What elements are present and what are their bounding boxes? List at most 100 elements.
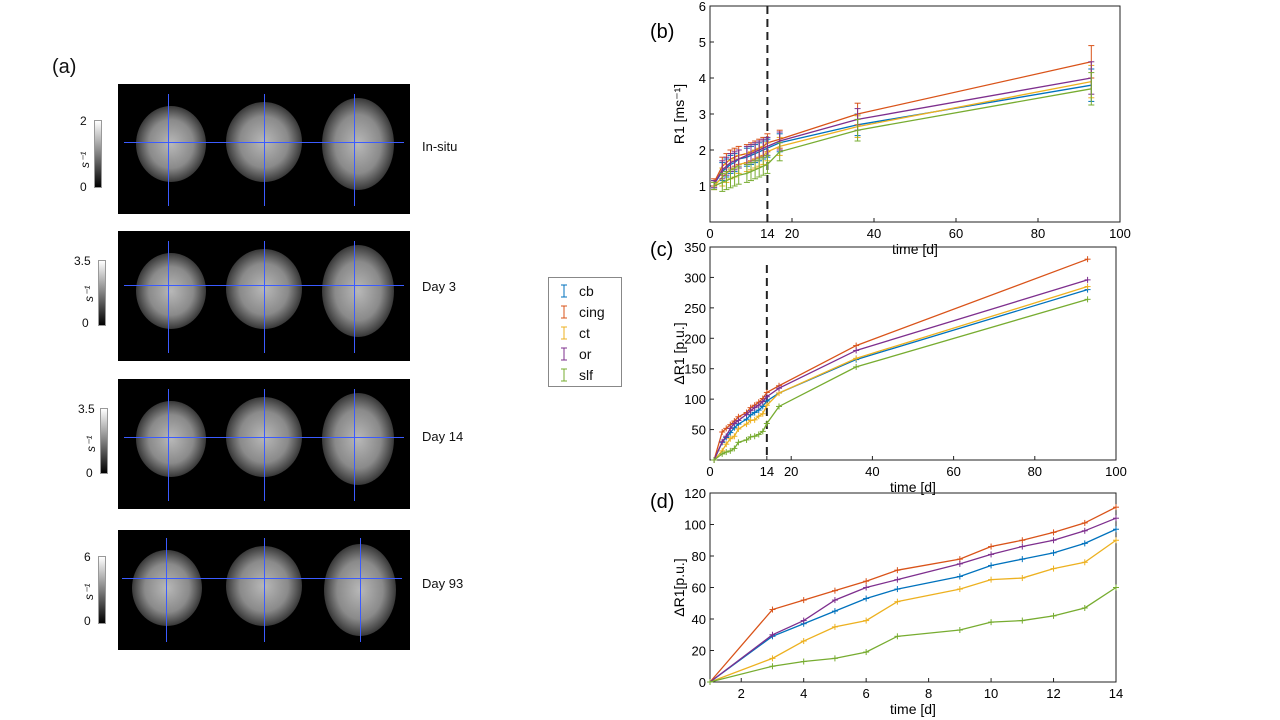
y-tick-label: 5 [699, 35, 706, 50]
legend: cb cing ct or slf [548, 277, 622, 387]
x-tick-label: 40 [867, 226, 881, 241]
legend-item-or: or [553, 344, 619, 364]
y-tick-label: 40 [692, 612, 706, 627]
x-tick-label: 20 [784, 464, 798, 479]
legend-swatch [557, 368, 571, 382]
colorbar [98, 556, 106, 624]
x-axis-label: time [d] [892, 241, 938, 257]
legend-label: cb [579, 283, 594, 299]
x-tick-label: 4 [800, 686, 807, 701]
y-tick-label: 1 [699, 179, 706, 194]
panel-a-label: (a) [52, 56, 77, 78]
row-label: Day 93 [422, 576, 464, 591]
row-label: Day 3 [422, 279, 456, 294]
x-tick-label: 14 [760, 226, 774, 241]
y-tick-label: 50 [692, 423, 706, 438]
x-tick-label: 80 [1031, 226, 1045, 241]
coronal-slice [132, 550, 202, 626]
legend-swatch [557, 284, 571, 298]
series-line-cing [713, 258, 1088, 461]
legend-swatch [557, 326, 571, 340]
crosshair [354, 94, 355, 206]
x-tick-label: 100 [1109, 226, 1131, 241]
y-tick-label: 60 [692, 581, 706, 596]
mri-row-insitu [118, 84, 410, 214]
y-tick-label: 250 [684, 301, 706, 316]
plot-frame [709, 492, 1117, 683]
panel-label: (c) [650, 239, 673, 261]
y-axis-label: ΔR1 [p.u.] [671, 322, 687, 384]
crosshair [354, 241, 355, 353]
crosshair [124, 285, 404, 286]
crosshair [264, 538, 265, 642]
colorbar-min: 0 [84, 614, 91, 628]
series-line-ct [713, 285, 1088, 461]
x-tick-label: 14 [1109, 686, 1123, 701]
axial-slice [322, 245, 394, 337]
crosshair [168, 94, 169, 206]
colorbar-max: 3.5 [78, 402, 95, 416]
panel-label: (d) [650, 491, 674, 513]
colorbar-min: 0 [82, 316, 89, 330]
x-axis-label: time [d] [890, 701, 936, 717]
colorbar-max: 3.5 [74, 254, 91, 268]
crosshair [124, 437, 404, 438]
colorbar-min: 0 [80, 180, 87, 194]
axial-slice [322, 393, 394, 485]
y-tick-label: 4 [699, 71, 706, 86]
y-tick-label: 120 [684, 486, 706, 501]
x-tick-label: 14 [760, 464, 774, 479]
x-axis-label: time [d] [890, 479, 936, 495]
series-line-or [709, 517, 1117, 683]
panel-label: (b) [650, 21, 674, 43]
colorbar-max: 6 [84, 550, 91, 564]
y-tick-label: 150 [684, 362, 706, 377]
x-tick-label: 6 [863, 686, 870, 701]
y-axis-label: R1 [ms⁻¹] [671, 84, 687, 144]
y-tick-label: 6 [699, 0, 706, 14]
coronal-slice [136, 401, 206, 477]
row-label: In-situ [422, 139, 458, 154]
crosshair [360, 538, 361, 642]
y-tick-label: 80 [692, 549, 706, 564]
coronal-slice [136, 106, 206, 182]
crosshair [264, 241, 265, 353]
y-tick-label: 350 [684, 240, 706, 255]
legend-item-cing: cing [553, 302, 619, 322]
mri-row-day14 [118, 379, 410, 509]
x-tick-label: 0 [706, 464, 713, 479]
legend-label: ct [579, 325, 590, 341]
y-tick-label: 2 [699, 143, 706, 158]
coronal-slice [136, 253, 206, 329]
x-tick-label: 12 [1046, 686, 1060, 701]
colorbar [98, 260, 106, 326]
legend-label: cing [579, 304, 605, 320]
crosshair [354, 389, 355, 501]
series-line-cing [709, 506, 1117, 683]
x-tick-label: 60 [946, 464, 960, 479]
series-line-ct [709, 539, 1117, 683]
crosshair [168, 389, 169, 501]
legend-swatch [557, 347, 571, 361]
crosshair [124, 142, 404, 143]
row-label: Day 14 [422, 429, 464, 444]
y-tick-label: 0 [699, 675, 706, 690]
x-tick-label: 100 [1105, 464, 1127, 479]
colorbar [100, 408, 108, 474]
crosshair [264, 389, 265, 501]
y-tick-label: 300 [684, 270, 706, 285]
colorbar-min: 0 [86, 466, 93, 480]
y-tick-label: 100 [684, 392, 706, 407]
legend-item-slf: slf [553, 365, 619, 385]
series-line-slf [709, 586, 1117, 683]
x-tick-label: 10 [984, 686, 998, 701]
crosshair [122, 578, 402, 579]
y-tick-label: 200 [684, 331, 706, 346]
y-tick-label: 20 [692, 644, 706, 659]
plot-frame [709, 5, 1121, 223]
chart-d: (d) 2 4 6 8 10 12 14 0 20 40 60 80 100 120 time [d] ΔR1[… [650, 486, 1123, 717]
series-line-cb [713, 84, 1092, 185]
x-tick-label: 2 [738, 686, 745, 701]
